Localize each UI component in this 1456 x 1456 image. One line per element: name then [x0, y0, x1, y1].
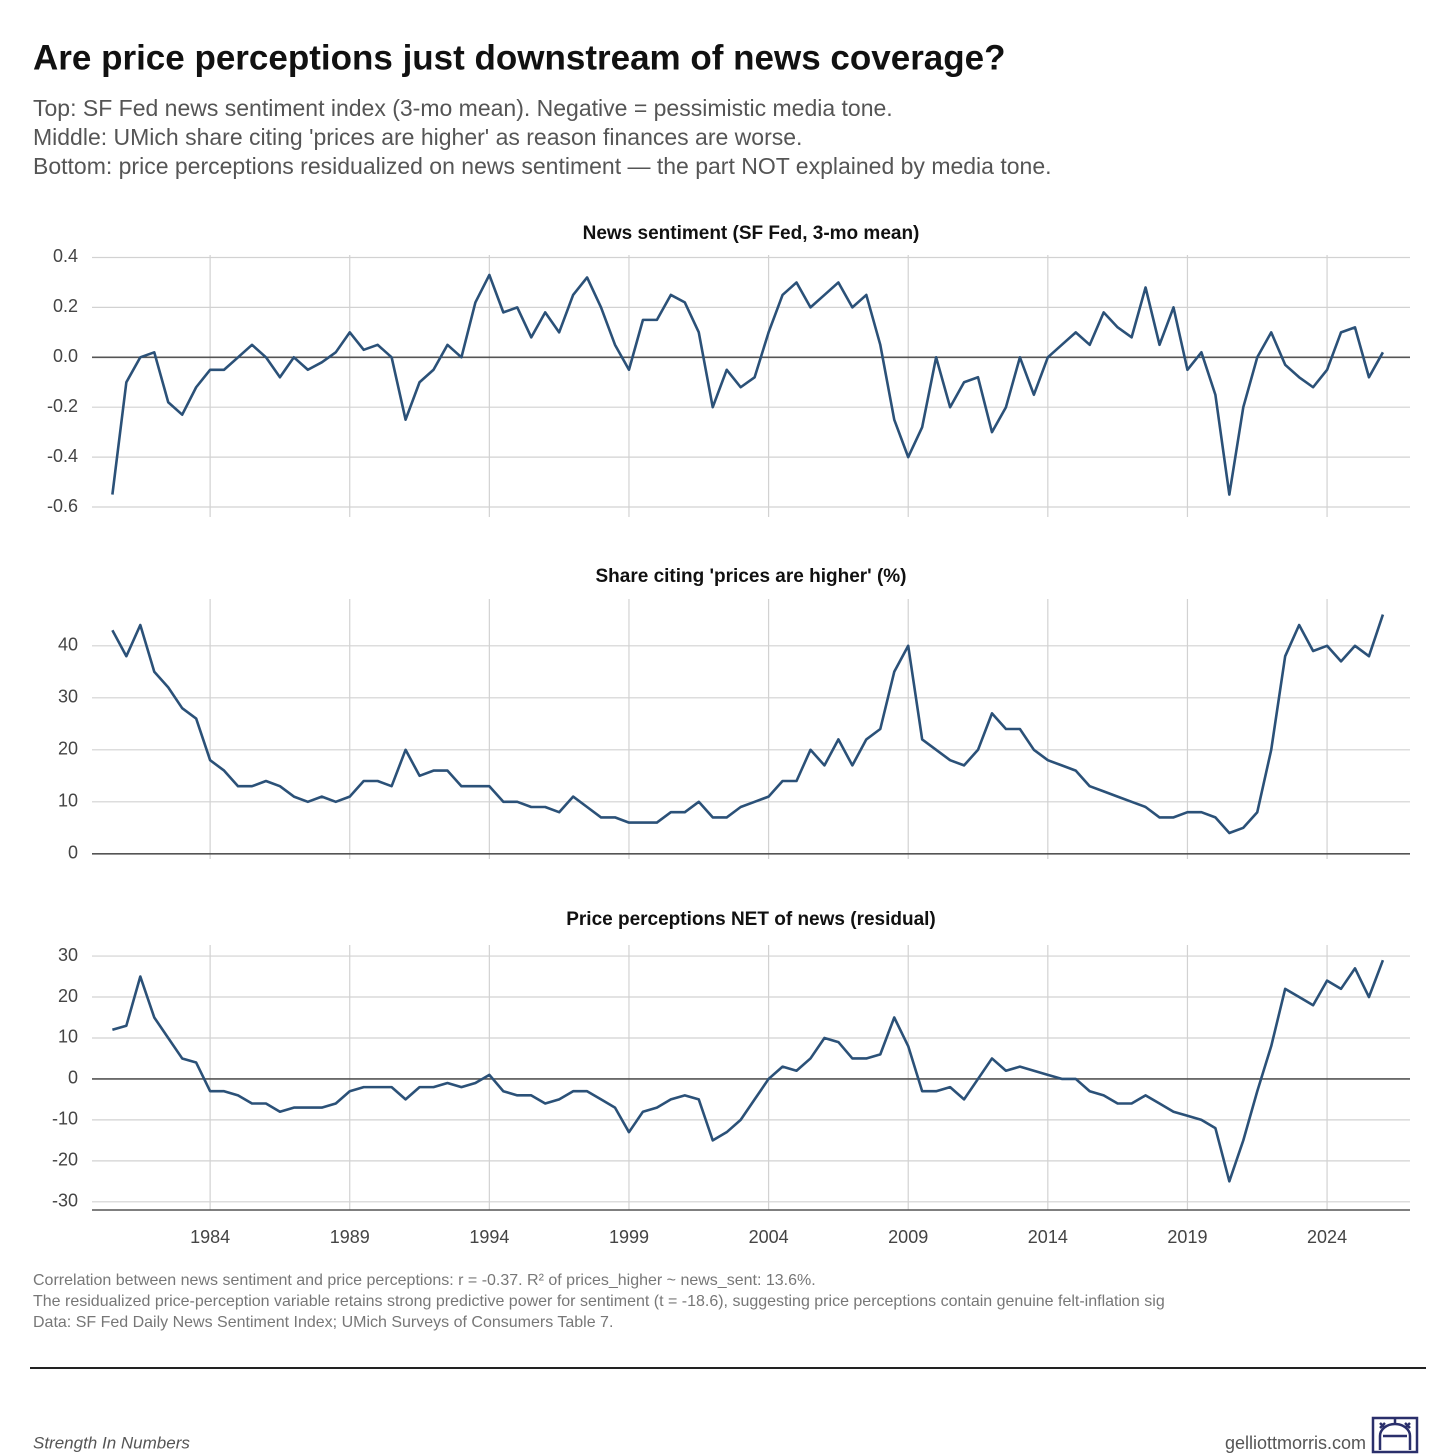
- footer-right: gelliottmorris.com: [1225, 1433, 1366, 1453]
- y-tick-label: 0: [68, 843, 78, 863]
- chart-title: Are price perceptions just downstream of…: [33, 38, 1006, 77]
- x-tick-label: 2019: [1167, 1227, 1207, 1247]
- y-tick-label: 20: [58, 739, 78, 759]
- note: The residualized price-perception variab…: [33, 1293, 1165, 1310]
- x-tick-label: 2014: [1028, 1227, 1068, 1247]
- x-tick-label: 2024: [1307, 1227, 1347, 1247]
- x-tick-label: 2009: [888, 1227, 928, 1247]
- y-tick-label: -20: [52, 1150, 78, 1170]
- y-tick-label: 0.2: [53, 296, 78, 316]
- note: Correlation between news sentiment and p…: [33, 1272, 816, 1289]
- y-tick-label: 0.0: [53, 346, 78, 366]
- x-tick-label: 1994: [469, 1227, 509, 1247]
- panel-title: Share citing 'prices are higher' (%): [595, 566, 906, 587]
- panel-title: Price perceptions NET of news (residual): [566, 909, 936, 930]
- data-line: [111, 614, 1385, 835]
- y-tick-label: 0.4: [53, 246, 78, 266]
- y-tick-label: 10: [58, 1027, 78, 1047]
- y-tick-label: -0.2: [47, 396, 78, 416]
- logo: [1371, 1416, 1419, 1454]
- subtitle: Middle: UMich share citing 'prices are h…: [33, 124, 802, 150]
- data-line: [112, 959, 1385, 1183]
- y-tick-label: 0: [68, 1068, 78, 1088]
- y-tick-label: 30: [58, 687, 78, 707]
- x-tick-label: 1989: [330, 1227, 370, 1247]
- x-tick-label: 1999: [609, 1227, 649, 1247]
- subtitle: Bottom: price perceptions residualized o…: [33, 153, 1052, 179]
- panel-title: News sentiment (SF Fed, 3-mo mean): [583, 223, 920, 244]
- y-tick-label: 20: [58, 986, 78, 1006]
- subtitle: Top: SF Fed news sentiment index (3-mo m…: [33, 95, 893, 121]
- y-tick-label: -0.6: [47, 496, 78, 516]
- note: Data: SF Fed Daily News Sentiment Index;…: [33, 1314, 613, 1331]
- footer-left: Strength In Numbers: [33, 1433, 190, 1452]
- y-tick-label: 10: [58, 791, 78, 811]
- x-tick-label: 1984: [190, 1227, 230, 1247]
- y-tick-label: 30: [58, 945, 78, 965]
- y-tick-label: -0.4: [47, 446, 78, 466]
- data-line: [111, 273, 1385, 496]
- y-tick-label: 40: [58, 635, 78, 655]
- x-tick-label: 2004: [749, 1227, 789, 1247]
- y-tick-label: -10: [52, 1109, 78, 1129]
- y-tick-label: -30: [52, 1191, 78, 1211]
